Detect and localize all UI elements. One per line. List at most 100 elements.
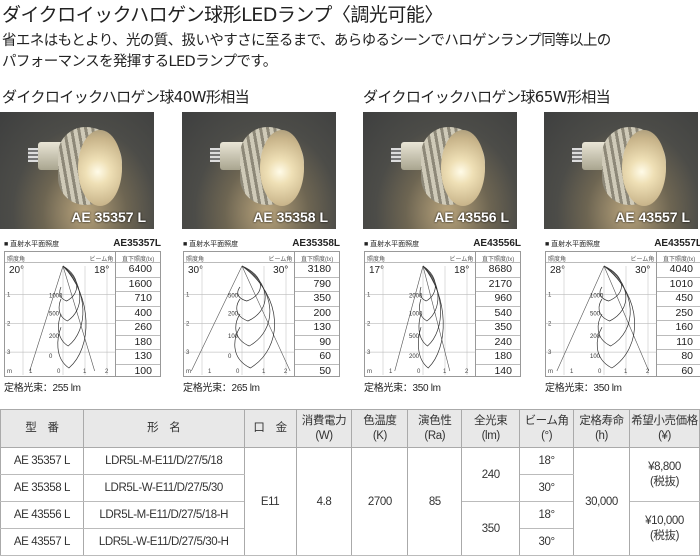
spread-label: 照度角 (548, 257, 567, 263)
rated-flux: 定格光束：265 lm (183, 383, 260, 394)
lux-value: 100 (134, 364, 152, 377)
isolux-curve (235, 265, 271, 347)
isolux-curve (234, 265, 275, 369)
column-header: 希望小売価格 (¥)希望小売価格 (¥)希望小売価格(¥) (629, 409, 700, 448)
column-header: 色温度 (K)色温度 (K)色温度(K) (351, 409, 409, 448)
spread-angle: 28° (550, 265, 566, 276)
chart-model: AE35358L (292, 238, 340, 249)
column-header: 形 名形 名 (82, 409, 245, 448)
isolux-curve (236, 265, 266, 322)
x-tick-label: 1 (208, 369, 212, 375)
lux-value: 60 (681, 364, 693, 377)
isolux-curve (59, 265, 78, 302)
chart-heading: ■ 直射水平面照度 (4, 241, 60, 248)
lux-value: 250 (657, 307, 700, 321)
model-cell: AE 43557 L (0, 528, 84, 556)
y-tick-label: 2 (186, 321, 190, 327)
lux-value: 180 (116, 336, 160, 350)
contour-label: 2000 (409, 294, 423, 300)
chart-heading: ■ 直射水平面照度 (364, 241, 420, 248)
x-tick-label: 2 (105, 369, 109, 375)
contour-label: 500 (228, 294, 239, 300)
beam-cell: 30° (519, 528, 575, 556)
spread-label: 照度角 (7, 257, 26, 263)
lux-value: 260 (116, 321, 160, 336)
photo-model-label: AE 43556 L (434, 209, 509, 225)
spread-label: 照度角 (367, 257, 386, 263)
x-tick-label: 2 (646, 369, 650, 375)
cone-line (556, 265, 605, 372)
name-cell: LDR5L-W-E11/D/27/5/30 (82, 474, 245, 502)
life-cell: 30,000 (573, 447, 630, 556)
beam-angle: 18° (94, 265, 110, 276)
cone-line (241, 265, 291, 372)
beam-cell: 18° (519, 447, 575, 475)
lux-value: 90 (295, 336, 339, 350)
beam-cell: 30° (519, 474, 575, 502)
lux-label: 直下照度(lx) (295, 252, 339, 263)
contour-label: 200 (590, 334, 601, 340)
lux-value: 200 (295, 307, 339, 321)
y-tick-label: m (367, 369, 372, 375)
isolux-curve (418, 265, 444, 369)
column-header: 演色性 (Ra)演色性 (Ra)演色性(Ra) (407, 409, 463, 448)
rated-flux: 定格光束：350 lm (364, 383, 441, 394)
lux-value: 710 (116, 292, 160, 307)
beam-angle: 18° (454, 265, 470, 276)
model-cell: AE 35357 L (0, 447, 84, 475)
x-tick-label: 0 (236, 369, 240, 375)
name-cell: LDR5L-M-E11/D/27/5/18 (82, 447, 245, 475)
photo-model-label: AE 35358 L (253, 209, 328, 225)
lamp-photo: AE 35358 L (182, 112, 336, 229)
lux-value: 350 (476, 321, 520, 336)
description-line-1: 省エネはもとより、光の質、扱いやすさに至るまで、あらゆるシーンでハロゲンランプ同… (2, 33, 611, 49)
lamp-face (622, 130, 666, 206)
column-header: ビーム角 (°)ビーム角 (°)ビーム角(°) (519, 409, 575, 448)
lamp-photo: AE 43556 L (363, 112, 517, 229)
y-tick-label: 1 (186, 293, 190, 299)
lamp-face (78, 130, 122, 206)
lux-value: 130 (116, 350, 160, 365)
lux-label: 直下照度(lx) (476, 252, 520, 263)
lux-value: 2170 (476, 278, 520, 292)
lux-value: 160 (657, 321, 700, 336)
section-heading-65w: ダイクロイックハロゲン球65W形相当 (363, 88, 611, 106)
spread-angle: 30° (188, 265, 204, 276)
contour-label: 1000 (590, 294, 604, 300)
model-cell: AE 43556 L (0, 501, 84, 529)
lamp-face (441, 130, 485, 206)
y-tick-label: 2 (7, 321, 11, 327)
y-tick-label: 3 (7, 350, 11, 356)
lamp-screw (391, 148, 403, 162)
lux-value: 110 (657, 336, 700, 350)
x-tick-label: 2 (284, 369, 288, 375)
y-tick-label: 2 (367, 321, 371, 327)
contour-label: 500 (590, 312, 601, 318)
table-row: AE 43557 L LDR5L-W-E11/D/27/5/30-H 30° (0, 528, 700, 556)
photo-model-label: AE 35357 L (71, 209, 146, 225)
lux-value: 350 (295, 292, 339, 307)
lux-value: 540 (476, 307, 520, 321)
lux-value: 8680 (476, 263, 520, 278)
lux-value: 180 (476, 350, 520, 365)
beam-angle: 30° (635, 265, 651, 276)
chart-heading: ■ 直射水平面照度 (183, 241, 239, 248)
contour-label: 1000 (409, 312, 423, 318)
contour-label: 500 (49, 312, 60, 318)
power-cell: 4.8 (295, 447, 353, 556)
chart-model: AE35357L (113, 238, 161, 249)
cone-line (29, 265, 64, 372)
lux-value: 240 (476, 336, 520, 350)
cone-line (603, 265, 650, 372)
column-header: 型 番型 番 (0, 409, 84, 448)
description-line-2: パフォーマンスを発揮するLEDランプです。 (2, 54, 277, 70)
name-cell: LDR5L-M-E11/D/27/5/18-H (82, 501, 245, 529)
column-header: 口 金口 金 (243, 409, 297, 448)
lux-value: 450 (657, 292, 700, 307)
x-tick-label: 1 (570, 369, 574, 375)
contour-label: 100 (228, 334, 239, 340)
cone-line (62, 265, 95, 372)
beam-angle: 30° (273, 265, 289, 276)
